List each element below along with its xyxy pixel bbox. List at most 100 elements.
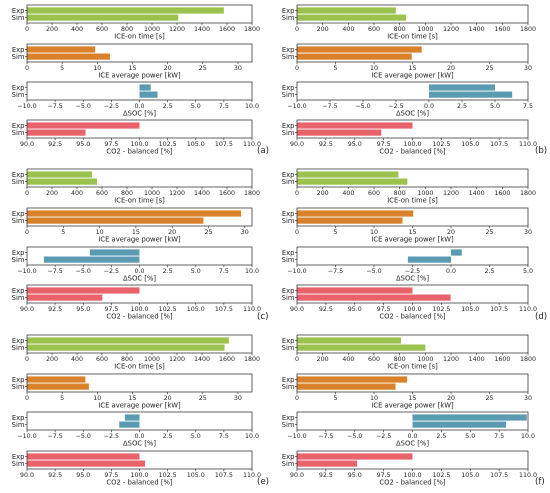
x-tick-label: 0.0 [134, 103, 144, 110]
x-tick-label: 1800 [244, 26, 260, 33]
x-tick-label: 1200 [443, 26, 459, 33]
x-axis-label: ICE average power [kW] [98, 72, 181, 80]
bar-sim [27, 383, 89, 390]
x-tick-label: 1000 [417, 26, 433, 33]
bar-exp [297, 171, 399, 178]
bar-exp [27, 210, 242, 217]
bar-exp [297, 453, 413, 460]
x-tick-label: 7.5 [523, 103, 533, 110]
x-tick-label: 30 [524, 229, 532, 236]
category-label: Exp [282, 46, 295, 54]
x-tick-label: 2.5 [457, 103, 467, 110]
x-tick-label: −10.0 [287, 433, 306, 440]
x-tick-label: 97.5 [377, 141, 391, 148]
bar-exp [27, 287, 140, 294]
x-tick-label: 10 [370, 229, 378, 236]
bar-exp [412, 414, 527, 421]
x-tick-label: −10.0 [287, 103, 306, 110]
category-label: Sim [12, 344, 25, 352]
x-tick-label: 400 [71, 26, 83, 33]
x-tick-label: 10 [370, 65, 378, 72]
x-axis-label: ICE average power [kW] [371, 72, 454, 80]
x-tick-label: 90.0 [290, 141, 304, 148]
x-tick-label: −10.0 [17, 433, 36, 440]
x-tick-label: 600 [368, 356, 380, 363]
x-tick-label: 1200 [169, 190, 185, 197]
bar-sim [27, 129, 86, 136]
x-tick-label: 110.0 [243, 306, 261, 313]
bar-sim [27, 294, 103, 301]
x-tick-label: 1200 [169, 356, 185, 363]
x-tick-label: 1400 [469, 190, 485, 197]
x-tick-label: 30 [234, 65, 242, 72]
x-tick-label: 10 [93, 65, 101, 72]
x-tick-label: 400 [342, 26, 354, 33]
category-label: Exp [12, 84, 25, 92]
x-tick-label: 200 [46, 190, 58, 197]
x-tick-label: 20 [164, 65, 172, 72]
x-tick-label: 100.0 [130, 306, 148, 313]
x-tick-label: 800 [121, 190, 133, 197]
x-axis-label: ICE average power [kW] [98, 402, 181, 410]
x-tick-label: −2.5 [405, 268, 420, 275]
bar-exp [297, 337, 401, 344]
x-tick-label: −5.0 [76, 103, 91, 110]
category-label: Exp [12, 453, 25, 461]
x-tick-label: 10.0 [245, 103, 259, 110]
category-label: Exp [12, 249, 25, 257]
bar-exp [27, 171, 92, 178]
x-tick-label: 400 [342, 356, 354, 363]
x-axis-label: ΔSOC [%] [396, 440, 429, 448]
x-tick-label: −7.5 [47, 268, 62, 275]
category-label: Sim [282, 421, 295, 429]
category-label: Exp [12, 210, 25, 218]
category-label: Exp [12, 287, 25, 295]
x-tick-label: 1200 [443, 356, 459, 363]
x-tick-label: 107.5 [490, 472, 508, 479]
category-label: Sim [12, 129, 25, 137]
x-tick-label: −2.5 [104, 433, 119, 440]
x-tick-label: 600 [96, 26, 108, 33]
x-tick-label: −2.5 [388, 103, 403, 110]
x-tick-label: 20 [447, 65, 455, 72]
x-tick-label: 1600 [219, 190, 235, 197]
x-tick-label: −7.5 [47, 103, 62, 110]
bar-sim [43, 256, 140, 263]
x-tick-label: 15 [408, 395, 416, 402]
axes-frame [26, 334, 253, 354]
category-label: Exp [282, 122, 295, 130]
bar-exp [297, 210, 414, 217]
x-tick-label: −10.0 [17, 268, 36, 275]
bar-sim [412, 421, 507, 428]
axes-frame [296, 81, 529, 101]
x-tick-label: 200 [317, 26, 329, 33]
x-tick-label: 102.5 [159, 306, 177, 313]
panel-label: (f) [535, 477, 545, 487]
bar-exp [297, 46, 422, 53]
x-tick-label: −7.5 [47, 433, 62, 440]
x-axis-label: ICE-on time [s] [387, 33, 438, 41]
x-tick-label: 102.5 [159, 141, 177, 148]
category-label: Sim [282, 294, 295, 302]
category-label: Sim [12, 256, 25, 264]
category-label: Sim [12, 383, 25, 391]
x-tick-label: 5.0 [191, 268, 201, 275]
x-tick-label: 5.0 [523, 268, 533, 275]
x-tick-label: 0 [25, 190, 29, 197]
category-label: Exp [282, 287, 295, 295]
x-tick-label: 92.5 [48, 306, 62, 313]
category-label: Sim [12, 421, 25, 429]
panel-label: (c) [257, 312, 268, 322]
x-tick-label: −2.5 [376, 433, 391, 440]
x-tick-label: 30 [234, 395, 242, 402]
bar-sim [297, 294, 451, 301]
x-tick-label: 1600 [494, 190, 510, 197]
x-tick-label: 5 [60, 395, 64, 402]
x-tick-label: 25 [485, 229, 493, 236]
